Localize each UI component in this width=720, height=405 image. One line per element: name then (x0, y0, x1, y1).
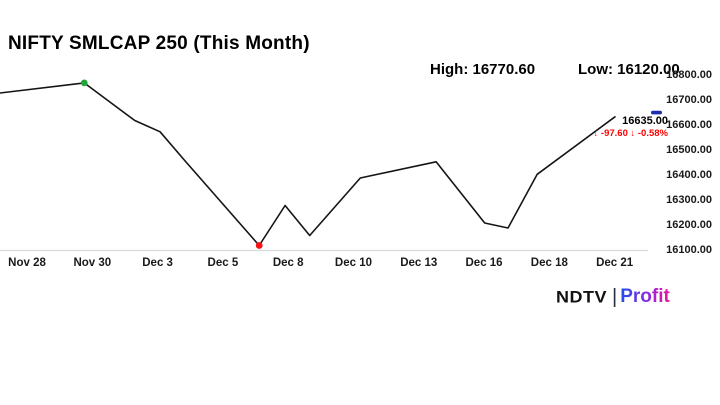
logo-divider: | (612, 286, 618, 308)
high-stat: High: 16770.60 (430, 61, 536, 78)
price-line (0, 82, 616, 247)
x-axis-label: Dec 3 (142, 257, 173, 269)
ndtv-wordmark: NDTV (556, 287, 607, 306)
x-axis-label: Dec 10 (334, 257, 373, 269)
x-axis-label: Nov 28 (8, 257, 46, 269)
x-axis-label: Dec 18 (530, 257, 568, 269)
x-axis-label: Dec 13 (400, 257, 438, 269)
y-axis-label: 16500.00 (666, 144, 712, 156)
price-line-chart (0, 79, 662, 252)
y-axis-label: 16600.00 (666, 119, 712, 131)
last-price-label: 16635.00 (622, 115, 668, 127)
low-stat: Low: 16120.00 (578, 61, 680, 78)
x-axis-label: Dec 21 (596, 257, 634, 269)
y-axis-label: 16400.00 (666, 169, 712, 181)
y-axis-label: 16300.00 (666, 194, 712, 206)
y-axis-label: 16200.00 (666, 219, 712, 231)
page-title: NIFTY SMLCAP 250 (This Month) (8, 33, 310, 54)
y-axis-label: 16800.00 (666, 69, 712, 81)
x-axis-label: Dec 8 (272, 257, 304, 269)
y-axis-label: 16700.00 (666, 94, 712, 106)
last-change-label: ↓ -97.60 ↓ -0.58% (593, 128, 668, 139)
low-point-marker (255, 242, 263, 249)
profit-wordmark: Profit (620, 286, 670, 307)
x-axis-label: Nov 30 (73, 257, 112, 269)
x-axis-label: Dec 5 (207, 257, 239, 269)
high-point-marker (80, 79, 88, 87)
last-price-marker (651, 110, 662, 115)
x-axis-label: Dec 16 (465, 257, 503, 269)
y-axis-label: 16100.00 (666, 244, 712, 256)
ndtv-profit-logo: NDTV | Profit (556, 286, 670, 308)
